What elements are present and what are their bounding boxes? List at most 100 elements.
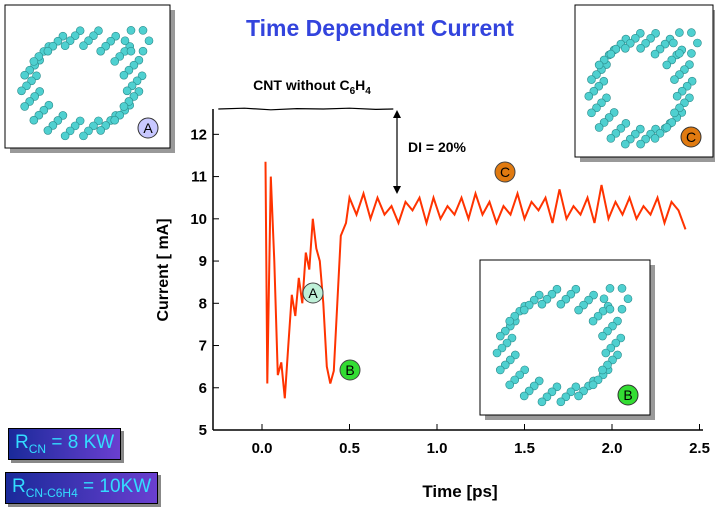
atom <box>506 317 514 325</box>
atom <box>123 87 131 95</box>
atom <box>575 392 583 400</box>
atom <box>557 398 565 406</box>
x-tick-label: 2.5 <box>689 440 710 457</box>
marker-label: B <box>345 362 354 378</box>
atom <box>687 29 695 37</box>
atom <box>602 349 610 357</box>
y-tick-label: 5 <box>199 422 207 439</box>
atom <box>120 71 128 79</box>
x-tick-label: 1.5 <box>514 440 535 457</box>
atom <box>120 102 128 110</box>
difference-label: DI = 20% <box>408 139 467 155</box>
atom <box>30 57 38 65</box>
inset-label: B <box>623 387 632 403</box>
atom <box>607 50 615 58</box>
x-tick-label: 1.0 <box>427 440 448 457</box>
y-axis-label: Current [ mA] <box>155 218 172 321</box>
resistance-box: RCN-C6H4 = 10KW <box>5 472 158 504</box>
y-tick-label: 9 <box>199 253 207 270</box>
atom <box>663 61 671 69</box>
atom <box>589 317 597 325</box>
atom <box>61 42 69 50</box>
atom <box>595 61 603 69</box>
atom <box>637 140 645 148</box>
atom <box>557 300 565 308</box>
x-axis-label: Time [ps] <box>422 482 497 501</box>
marker-label: C <box>500 164 510 180</box>
atom <box>669 39 677 47</box>
y-tick-label: 10 <box>190 211 207 228</box>
atom <box>121 37 129 45</box>
atom <box>538 398 546 406</box>
atom <box>127 47 135 55</box>
atom <box>506 381 514 389</box>
atom <box>651 134 659 142</box>
atom <box>606 284 614 292</box>
atom <box>587 76 595 84</box>
atom <box>670 76 678 84</box>
y-tick-label: 6 <box>199 380 207 397</box>
inset-label: C <box>686 129 696 145</box>
x-tick-label: 0.0 <box>252 440 273 457</box>
atom <box>145 37 153 45</box>
atom <box>30 116 38 124</box>
atom <box>621 140 629 148</box>
atom <box>493 349 501 357</box>
atom <box>127 26 135 34</box>
atom <box>599 332 607 340</box>
atom <box>670 109 678 117</box>
y-tick-label: 8 <box>199 295 207 312</box>
atom <box>61 132 69 140</box>
atom <box>79 42 87 50</box>
atom <box>139 26 147 34</box>
atom <box>675 29 683 37</box>
x-tick-label: 2.0 <box>602 440 623 457</box>
series-line <box>218 108 393 110</box>
label-part: 4 <box>365 86 371 97</box>
atom <box>693 39 701 47</box>
inset-label: A <box>143 120 153 136</box>
slide: Time Dependent Current Time [ps] Current… <box>0 0 715 511</box>
atom <box>111 116 119 124</box>
resistance-box: RCN = 8 KW <box>8 428 121 460</box>
atom <box>44 126 52 134</box>
atom <box>621 44 629 52</box>
subscript: CN <box>29 442 46 456</box>
label-part: CNT without C <box>253 77 349 93</box>
atom <box>496 366 504 374</box>
atom <box>673 92 681 100</box>
atom <box>21 71 29 79</box>
atom <box>618 305 626 313</box>
value-text: = 10KW <box>78 476 151 497</box>
atom <box>111 57 119 65</box>
y-tick-label: 7 <box>199 338 207 355</box>
atom <box>589 381 597 389</box>
atom <box>587 109 595 117</box>
atom <box>21 102 29 110</box>
y-tick-label: 11 <box>191 169 207 186</box>
atom <box>520 392 528 400</box>
atom <box>97 47 105 55</box>
symbol: R <box>12 476 26 497</box>
atom <box>600 295 608 303</box>
atom <box>97 126 105 134</box>
atom <box>651 50 659 58</box>
x-tick-label: 0.5 <box>339 440 360 457</box>
atom <box>79 132 87 140</box>
atom <box>675 49 683 57</box>
atom <box>595 123 603 131</box>
atom <box>624 295 632 303</box>
atom <box>44 47 52 55</box>
atom <box>575 306 583 314</box>
atom <box>496 332 504 340</box>
atom <box>687 49 695 57</box>
atom <box>18 87 26 95</box>
atom <box>637 44 645 52</box>
marker-label: A <box>308 285 318 301</box>
atom <box>618 284 626 292</box>
atom <box>663 123 671 131</box>
chart-title: Time Dependent Current <box>246 15 514 41</box>
subscript: CN-C6H4 <box>26 486 78 500</box>
atom <box>606 305 614 313</box>
atom <box>607 134 615 142</box>
